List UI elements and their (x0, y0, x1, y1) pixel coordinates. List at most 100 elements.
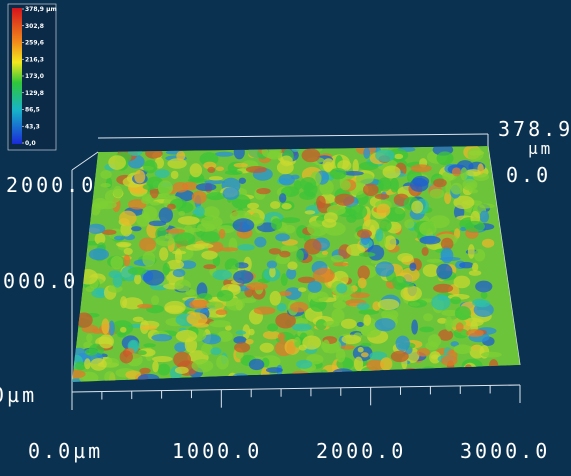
surface-bump (334, 194, 354, 206)
surface-bump (304, 239, 321, 255)
surface-bump (277, 160, 294, 174)
surface-bump (311, 291, 329, 302)
surface-bump (358, 347, 364, 353)
surface-bump (174, 232, 196, 245)
surface-bump (323, 321, 339, 327)
surface-bump (358, 278, 367, 289)
surface-bump (196, 183, 216, 191)
surface-bump (427, 259, 442, 263)
surface-bump (469, 270, 482, 276)
surface-bump (482, 239, 494, 248)
surface-bump (175, 367, 189, 374)
surface-bump (206, 301, 223, 309)
surface-bump (395, 336, 409, 352)
surface-bump (336, 283, 347, 293)
surface-bump (411, 201, 423, 214)
surface-bump (89, 248, 109, 260)
surface-bump (454, 344, 472, 354)
colorbar-label: 259,6 (25, 40, 44, 47)
surface-bump (100, 170, 112, 179)
surface-bump (139, 368, 150, 374)
y-tick-label: 0µm (0, 383, 37, 407)
surface-bump (279, 251, 290, 258)
surface-bump (378, 299, 400, 310)
surface-bump (375, 194, 389, 200)
surface-bump (207, 167, 215, 173)
surface-bump (133, 317, 144, 322)
surface-bump (330, 168, 347, 179)
surface-bump (275, 233, 290, 241)
surface-bump (313, 268, 335, 283)
surface-bump (113, 274, 123, 288)
surface-bump (411, 164, 432, 172)
surface-bump (175, 279, 191, 291)
surface-bump (340, 180, 351, 190)
surface-bump (479, 203, 494, 208)
surface-bump (159, 247, 168, 261)
surface-bump (433, 284, 453, 293)
surface-bump (223, 187, 240, 200)
surface-bump (472, 263, 478, 272)
surface-bump (281, 203, 291, 209)
surface-bump (212, 270, 232, 281)
surface-bump (383, 166, 401, 179)
surface-bump (239, 178, 246, 184)
surface-bump (187, 312, 208, 325)
surface-bump (236, 330, 246, 335)
surface-bump (116, 242, 131, 247)
surface-bump (357, 322, 364, 327)
y-tick-label: 1000.0 (0, 269, 78, 293)
z-min-label: 0.0 (506, 163, 551, 187)
x-tick-label: 1000.0 (172, 439, 262, 463)
surface-bump (246, 282, 267, 290)
surface-bump (397, 253, 413, 262)
surface-bump (438, 296, 449, 301)
surface-bump (260, 343, 274, 353)
surface-bump (176, 330, 197, 342)
surface-bump (375, 261, 394, 276)
x-tick-label: 0.0µm (28, 439, 103, 463)
surface-bump (441, 356, 457, 366)
surface-bump (267, 261, 277, 269)
surface-bump (270, 291, 281, 306)
colorbar-label: 86,5 (25, 107, 40, 114)
surface-bump (84, 358, 91, 369)
surface-bump (466, 169, 481, 176)
surface-bump (417, 348, 430, 357)
surface-bump (209, 320, 231, 327)
surface-bump (158, 364, 171, 376)
surface-bump (481, 352, 502, 358)
surface-bump (142, 251, 155, 266)
surface-bump (99, 334, 114, 348)
surface-bump (128, 267, 147, 275)
surface-bump (279, 193, 286, 203)
surface-bump (411, 319, 418, 334)
surface-bump (271, 218, 282, 230)
surface-bump (466, 329, 484, 337)
surface-bump (375, 318, 396, 331)
surface-bump (292, 323, 312, 331)
surface-bump (216, 166, 224, 170)
surface-bump (375, 149, 395, 162)
surface-bump (331, 255, 344, 262)
surface-bump (124, 248, 133, 255)
surface-bump (178, 211, 185, 216)
colorbar-label: 129,8 (25, 90, 44, 97)
surface-bump (459, 262, 473, 269)
surface-bump (110, 256, 123, 270)
surface-bump (190, 163, 202, 177)
surface-bump (333, 301, 346, 309)
surface-bump (354, 357, 363, 371)
surface-bump (419, 236, 440, 245)
surface-bump (302, 335, 321, 349)
surface-bump (134, 170, 145, 183)
surface-bump (475, 300, 490, 308)
surface-bump (409, 262, 416, 271)
surface-bump (445, 316, 453, 331)
surface-bump (100, 183, 110, 187)
surface-bump (131, 226, 142, 231)
surface-bump (454, 276, 471, 289)
surface-bump (376, 203, 390, 216)
surface-bump (158, 180, 173, 195)
surface-bump (298, 287, 306, 292)
